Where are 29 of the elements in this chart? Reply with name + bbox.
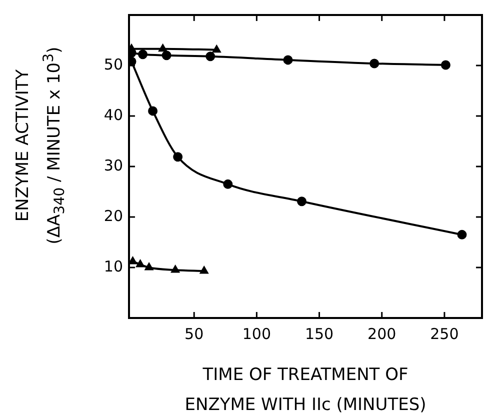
point [144,262,154,270]
x-axis-title: TIME OF TREATMENT OF ENZYME WITH IIc (MINUTES) [184,364,428,417]
point [457,230,467,240]
y-tick-label: 50 [104,55,123,74]
point [138,50,148,60]
point [200,266,208,274]
x-tick-label: 50 [184,324,204,343]
point [370,58,380,68]
x-tick-label: 100 [242,324,271,343]
point [283,55,293,65]
point [162,50,172,60]
point [206,52,216,62]
point [148,106,158,116]
x-tick-label: 200 [368,324,396,343]
point [171,265,180,273]
point [136,260,144,268]
point [440,60,450,70]
y-tick-label: 10 [104,257,123,276]
point [212,45,221,53]
point [158,44,168,52]
x-tick-label: 250 [430,324,459,343]
y-tick-label: 20 [104,206,123,225]
y-tick-label: 30 [104,156,123,174]
point [129,256,137,264]
x-tick-label: 150 [304,324,334,343]
y-tick-label: 40 [104,106,123,124]
point [223,179,233,189]
point [173,152,183,162]
point [296,196,306,206]
